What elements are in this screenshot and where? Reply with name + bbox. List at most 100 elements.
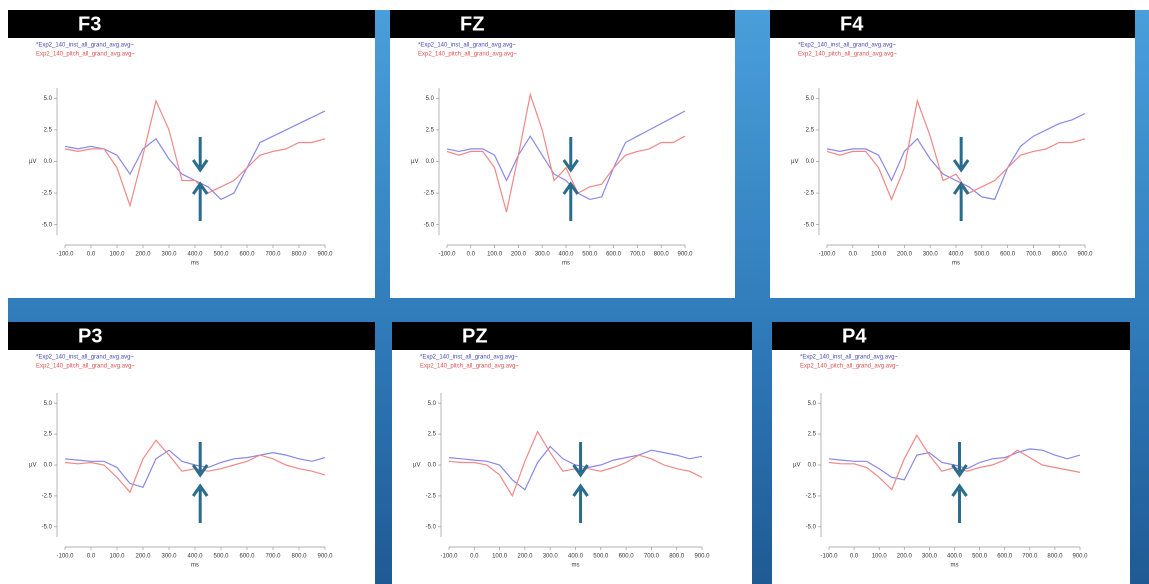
slide-edge — [0, 0, 8, 584]
y-axis-label: µV — [411, 159, 418, 165]
x-tick-label: 900.0 — [1077, 252, 1093, 258]
y-tick-label: 5.0 — [44, 96, 53, 102]
y-tick-label: 0.0 — [44, 159, 53, 165]
legend-entry: *Exp2_140_inst_all_grand_avg.avg~ — [800, 355, 898, 361]
y-tick-label: 0.0 — [428, 463, 437, 469]
legend-entry: Exp2_140_pitch_all_grand_avg.avg~ — [420, 364, 519, 370]
y-tick-label: 5.0 — [44, 401, 53, 407]
y-tick-label: -5.0 — [42, 524, 53, 530]
x-tick-label: 400.0 — [187, 252, 203, 258]
chart-title: PZ — [462, 325, 488, 347]
x-tick-label: 600.0 — [239, 554, 255, 560]
x-tick-label: 0.0 — [87, 252, 96, 258]
chart: F3 *Exp2_140_inst_all_grand_avg.avg~ Exp2_… — [8, 10, 375, 267]
y-tick-label: 5.0 — [426, 96, 435, 102]
y-axis-label: µV — [29, 159, 36, 165]
x-tick-label: 800.0 — [654, 252, 670, 258]
arrow-head — [562, 181, 579, 195]
x-tick-label: 300.0 — [923, 252, 939, 258]
y-tick-label: 2.5 — [808, 432, 817, 438]
x-tick-label: 800.0 — [291, 554, 307, 560]
x-tick-label: 700.0 — [265, 252, 281, 258]
chart-title: P3 — [78, 325, 102, 347]
legend-entry: Exp2_140_pitch_all_grand_avg.avg~ — [798, 52, 897, 58]
legend-entry: Exp2_140_pitch_all_grand_avg.avg~ — [418, 52, 517, 58]
x-tick-label: 600.0 — [997, 554, 1013, 560]
y-tick-label: 0.0 — [426, 159, 435, 165]
x-tick-label: 700.0 — [644, 554, 660, 560]
x-tick-label: 500.0 — [213, 252, 229, 258]
data-line — [828, 448, 1081, 481]
legend-entry: *Exp2_140_inst_all_grand_avg.avg~ — [420, 355, 518, 361]
arrow-head — [191, 464, 209, 478]
legend-entry: *Exp2_140_inst_all_grand_avg.avg~ — [36, 355, 134, 361]
y-tick-label: -2.5 — [804, 191, 815, 197]
x-tick-label: 200.0 — [511, 252, 527, 258]
y-tick-label: 2.5 — [428, 432, 437, 438]
x-tick-label: 900.0 — [317, 554, 333, 560]
x-tick-label: 500.0 — [593, 554, 609, 560]
x-tick-label: 900.0 — [677, 252, 693, 258]
y-tick-label: -5.0 — [806, 524, 817, 530]
y-tick-label: -2.5 — [42, 191, 53, 197]
x-tick-label: -100.0 — [56, 554, 74, 560]
chart: P3 *Exp2_140_inst_all_grand_avg.avg~ Exp2_… — [8, 322, 375, 569]
title-bar — [8, 10, 375, 38]
x-tick-label: 900.0 — [694, 554, 710, 560]
x-tick-label: 400.0 — [947, 554, 963, 560]
arrow-head — [572, 464, 589, 478]
x-tick-label: 100.0 — [492, 554, 508, 560]
legend-entry: *Exp2_140_inst_all_grand_avg.avg~ — [418, 43, 516, 49]
arrow-head — [572, 483, 589, 497]
legend-entry: *Exp2_140_inst_all_grand_avg.avg~ — [36, 43, 134, 49]
x-axis-label: ms — [572, 563, 580, 569]
x-tick-label: -100.0 — [438, 252, 456, 258]
x-axis-label: ms — [562, 261, 570, 267]
title-bar — [390, 10, 735, 38]
x-tick-label: 500.0 — [582, 252, 598, 258]
x-axis-label: ms — [191, 261, 199, 267]
arrow-head — [952, 159, 970, 173]
x-tick-label: 700.0 — [265, 554, 281, 560]
x-tick-label: 100.0 — [871, 252, 887, 258]
x-tick-label: 200.0 — [135, 554, 151, 560]
x-tick-label: 200.0 — [517, 554, 533, 560]
legend-entry: *Exp2_140_inst_all_grand_avg.avg~ — [798, 43, 896, 49]
title-bar — [770, 10, 1135, 38]
x-tick-label: 0.0 — [467, 252, 476, 258]
legend-entry: Exp2_140_pitch_all_grand_avg.avg~ — [36, 52, 135, 58]
chart-panel: PZ *Exp2_140_inst_all_grand_avg.avg~ Exp2_… — [392, 322, 752, 584]
data-line — [64, 110, 326, 201]
x-axis-label: ms — [191, 563, 199, 569]
chart-title: F4 — [840, 13, 864, 35]
x-tick-label: -100.0 — [440, 554, 458, 560]
y-tick-label: -5.0 — [424, 222, 435, 228]
y-axis-label: µV — [413, 463, 420, 469]
arrow-head — [191, 159, 209, 173]
y-axis-label: µV — [793, 463, 800, 469]
x-tick-label: 0.0 — [850, 554, 859, 560]
x-tick-label: 600.0 — [239, 252, 255, 258]
chart-title: F3 — [78, 13, 101, 35]
x-tick-label: 400.0 — [558, 252, 574, 258]
data-line — [64, 98, 326, 208]
y-tick-label: 2.5 — [426, 127, 435, 133]
x-tick-label: 100.0 — [487, 252, 503, 258]
y-tick-label: 2.5 — [44, 127, 53, 133]
x-tick-label: 0.0 — [849, 252, 858, 258]
title-bar — [8, 322, 375, 350]
chart-panel: F4 *Exp2_140_inst_all_grand_avg.avg~ Exp2_… — [770, 10, 1135, 298]
x-tick-label: 900.0 — [317, 252, 333, 258]
arrow-head — [951, 483, 968, 497]
x-tick-label: 0.0 — [87, 554, 96, 560]
slide-edge — [0, 0, 1149, 10]
y-axis-label: µV — [791, 159, 798, 165]
y-tick-label: -2.5 — [424, 191, 435, 197]
y-tick-label: 2.5 — [44, 432, 53, 438]
y-tick-label: -5.0 — [426, 524, 437, 530]
y-tick-label: 0.0 — [808, 463, 817, 469]
y-tick-label: 5.0 — [808, 401, 817, 407]
x-tick-label: 800.0 — [1052, 252, 1068, 258]
chart: FZ *Exp2_140_inst_all_grand_avg.avg~ Exp2_… — [390, 10, 735, 267]
